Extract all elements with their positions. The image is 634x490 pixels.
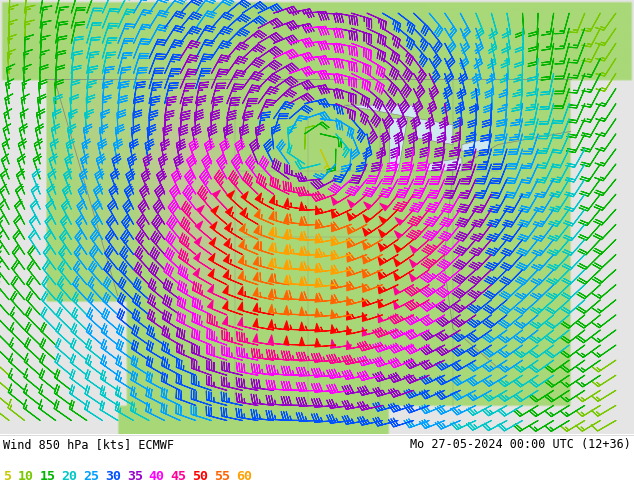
Polygon shape xyxy=(425,158,462,171)
Polygon shape xyxy=(417,118,453,145)
Text: 25: 25 xyxy=(83,470,99,483)
Text: 50: 50 xyxy=(192,470,209,483)
Text: 60: 60 xyxy=(236,470,252,483)
Text: 10: 10 xyxy=(18,470,34,483)
Text: 15: 15 xyxy=(39,470,56,483)
Polygon shape xyxy=(389,118,408,171)
Text: 20: 20 xyxy=(61,470,77,483)
Polygon shape xyxy=(462,138,489,151)
Text: Mo 27-05-2024 00:00 UTC (12+36): Mo 27-05-2024 00:00 UTC (12+36) xyxy=(410,438,631,451)
Text: 30: 30 xyxy=(105,470,121,483)
Text: Wind 850 hPa [kts] ECMWF: Wind 850 hPa [kts] ECMWF xyxy=(3,438,174,451)
Polygon shape xyxy=(344,105,417,118)
Text: 45: 45 xyxy=(171,470,186,483)
Text: 55: 55 xyxy=(214,470,230,483)
Text: 40: 40 xyxy=(149,470,165,483)
Text: 5: 5 xyxy=(3,470,11,483)
Text: 35: 35 xyxy=(127,470,143,483)
